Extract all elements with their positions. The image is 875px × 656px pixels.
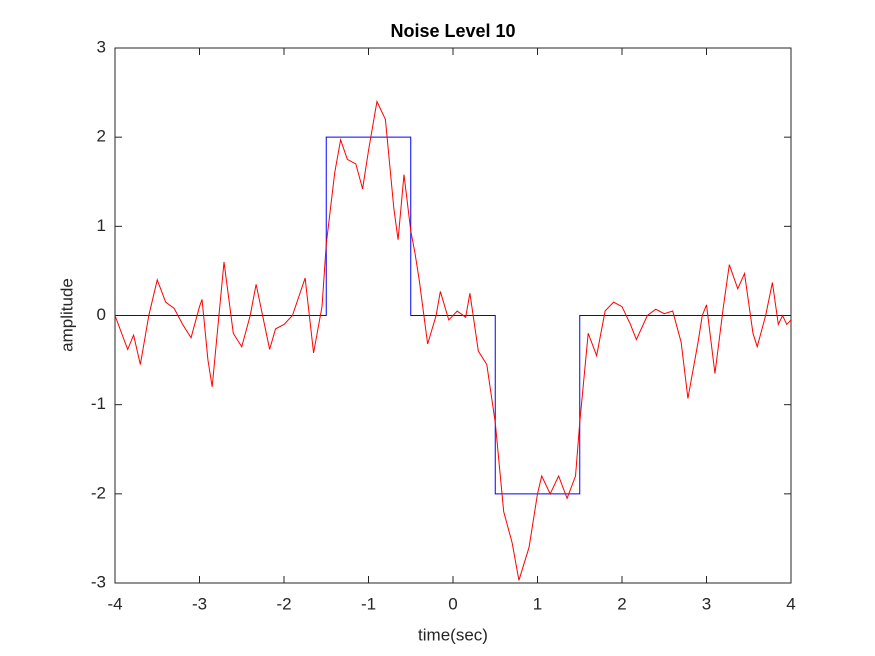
y-tick-label: 1 <box>97 216 106 235</box>
x-tick-label: -2 <box>276 594 291 613</box>
x-tick-label: 2 <box>617 594 626 613</box>
x-tick-label: -3 <box>192 594 207 613</box>
y-tick-label: 2 <box>97 127 106 146</box>
chart-title: Noise Level 10 <box>390 21 515 41</box>
y-axis-label: amplitude <box>57 278 76 352</box>
y-tick-label: -2 <box>91 483 106 502</box>
x-tick-label: 1 <box>533 594 542 613</box>
x-axis-label: time(sec) <box>418 625 488 644</box>
x-tick-label: -1 <box>361 594 376 613</box>
y-tick-label: -1 <box>91 394 106 413</box>
data-line <box>114 99 792 581</box>
x-tick-label: -4 <box>107 594 122 613</box>
x-tick-label: 4 <box>786 594 795 613</box>
y-tick-label: 3 <box>97 37 106 56</box>
x-tick-label: 0 <box>448 594 457 613</box>
y-tick-label: -3 <box>91 572 106 591</box>
y-tick-label: 0 <box>97 305 106 324</box>
x-tick-label: 3 <box>702 594 711 613</box>
